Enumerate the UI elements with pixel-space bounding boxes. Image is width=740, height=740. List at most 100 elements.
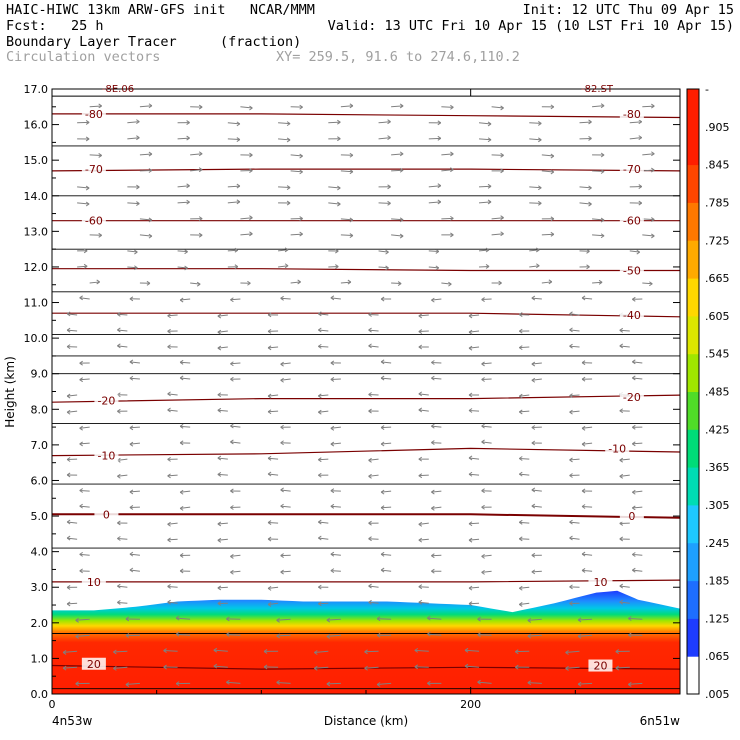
colorbar-swatch xyxy=(687,353,699,392)
circulation-vector-arrow xyxy=(368,520,379,526)
circulation-vector-arrow xyxy=(117,600,128,605)
circulation-vector-arrow xyxy=(340,279,352,285)
circulation-vector-arrow xyxy=(468,601,480,607)
circulation-vector-arrow xyxy=(632,375,643,381)
circulation-vector-arrow xyxy=(479,137,492,143)
y-tick-label: 4.0 xyxy=(31,546,49,559)
circulation-vector-arrow xyxy=(267,409,279,415)
colorbar-swatch xyxy=(687,391,699,430)
circulation-vector-arrow xyxy=(66,457,78,462)
circulation-vector-arrow xyxy=(240,215,253,221)
circulation-vector-arrow xyxy=(376,632,392,638)
contour-label-background xyxy=(619,308,644,321)
circulation-vector-arrow xyxy=(326,634,341,639)
circulation-vector-arrow xyxy=(280,361,291,367)
circulation-vector-arrow xyxy=(368,327,379,333)
circulation-vector-arrow xyxy=(441,215,454,221)
circulation-vector-arrow xyxy=(240,231,253,237)
circulation-vector-arrow xyxy=(642,281,653,287)
circulation-vector-arrow xyxy=(629,184,643,189)
colorbar-swatch xyxy=(687,618,699,657)
circulation-vector-arrow xyxy=(280,487,291,493)
circulation-vector-arrow xyxy=(368,473,379,479)
colorbar-swatch xyxy=(687,89,699,128)
circulation-vector-arrow xyxy=(628,632,643,638)
circulation-vector-arrow xyxy=(431,553,442,559)
circulation-vector-arrow xyxy=(464,647,480,653)
circulation-vector-arrow xyxy=(179,423,191,429)
circulation-vector-arrow xyxy=(77,119,90,125)
circulation-vector-arrow xyxy=(79,568,90,574)
y-tick-label: 9.0 xyxy=(31,368,49,381)
circulation-vector-arrow xyxy=(629,135,643,141)
circulation-vector-arrow xyxy=(529,120,542,126)
circulation-vector-arrow xyxy=(642,103,655,109)
circulation-vector-arrow xyxy=(66,393,78,399)
circulation-vector-arrow xyxy=(179,505,191,511)
circulation-vector-arrow xyxy=(314,665,329,671)
circulation-vector-arrow xyxy=(519,456,530,461)
circulation-vector-arrow xyxy=(579,248,590,254)
circulation-vector-arrow xyxy=(368,536,379,542)
colorbar-label: .845 xyxy=(705,159,730,172)
circulation-vector-arrow xyxy=(414,647,429,653)
circulation-vector-arrow xyxy=(117,520,128,526)
circulation-vector-arrow xyxy=(79,551,90,557)
circulation-vector-arrow xyxy=(62,649,78,655)
circulation-vector-arrow xyxy=(418,521,429,527)
circulation-vector-arrow xyxy=(213,647,228,653)
circulation-vector-arrow xyxy=(267,328,279,334)
colorbar-label: .605 xyxy=(705,310,730,323)
circulation-vector-arrow xyxy=(418,599,429,605)
circulation-vector-arrow xyxy=(468,585,480,591)
circulation-vector-arrow xyxy=(427,615,442,621)
circulation-vector-arrow xyxy=(468,345,480,351)
circulation-vector-arrow xyxy=(527,633,542,639)
circulation-vector-arrow xyxy=(127,119,140,125)
circulation-vector-arrow xyxy=(226,679,241,685)
circulation-vector-arrow xyxy=(227,137,241,142)
x-axis-ticks: 0 200 xyxy=(49,89,576,711)
circulation-vector-arrow xyxy=(276,617,291,623)
circulation-vector-arrow xyxy=(267,455,279,461)
contour-label-background xyxy=(619,510,644,523)
y-tick-label: 14.0 xyxy=(24,190,49,203)
circulation-vector-arrow xyxy=(280,553,291,559)
circulation-vector-arrow xyxy=(477,616,492,622)
circulation-vector-arrow xyxy=(592,217,605,223)
circulation-vector-arrow xyxy=(529,263,540,269)
circulation-vector-arrow xyxy=(391,233,404,239)
contour-label-background xyxy=(94,508,119,521)
circulation-vector-arrow xyxy=(190,216,203,222)
circulation-vector-arrow xyxy=(340,152,354,158)
circulation-vector-arrow xyxy=(519,312,530,317)
circulation-vector-arrow xyxy=(427,680,442,686)
contour-label: -60 xyxy=(85,215,103,228)
circulation-vector-arrow xyxy=(481,439,492,445)
circulation-vector-arrow xyxy=(267,536,279,542)
circulation-vector-arrow xyxy=(481,297,492,302)
circulation-vector-arrow xyxy=(226,632,241,637)
y-tick-label: 2.0 xyxy=(31,617,49,630)
circulation-vector-arrow xyxy=(318,343,329,349)
circulation-vector-arrow xyxy=(139,168,153,173)
circulation-vector-arrow xyxy=(541,169,555,175)
circulation-vector-arrow xyxy=(529,200,542,206)
circulation-vector-arrow xyxy=(290,279,301,285)
circulation-vector-arrow xyxy=(280,569,291,575)
circulation-vector-arrow xyxy=(139,103,153,109)
circulation-vector-arrow xyxy=(127,135,140,141)
contour-label: -70 xyxy=(623,163,641,176)
circulation-vector-arrow xyxy=(378,200,391,206)
circulation-vector-arrow xyxy=(227,199,241,205)
circulation-vector-arrow xyxy=(565,666,580,671)
circulation-vector-arrow xyxy=(177,135,190,141)
colorbar xyxy=(686,88,700,695)
circulation-vector-arrow xyxy=(428,199,442,205)
circulation-vector-arrow xyxy=(129,567,140,573)
circulation-vector-arrow xyxy=(318,393,329,399)
circulation-vector-arrow xyxy=(328,201,341,207)
circulation-vector-arrow xyxy=(579,185,592,191)
circulation-vector-arrow xyxy=(592,233,605,239)
circulation-vector-arrow xyxy=(328,136,341,142)
